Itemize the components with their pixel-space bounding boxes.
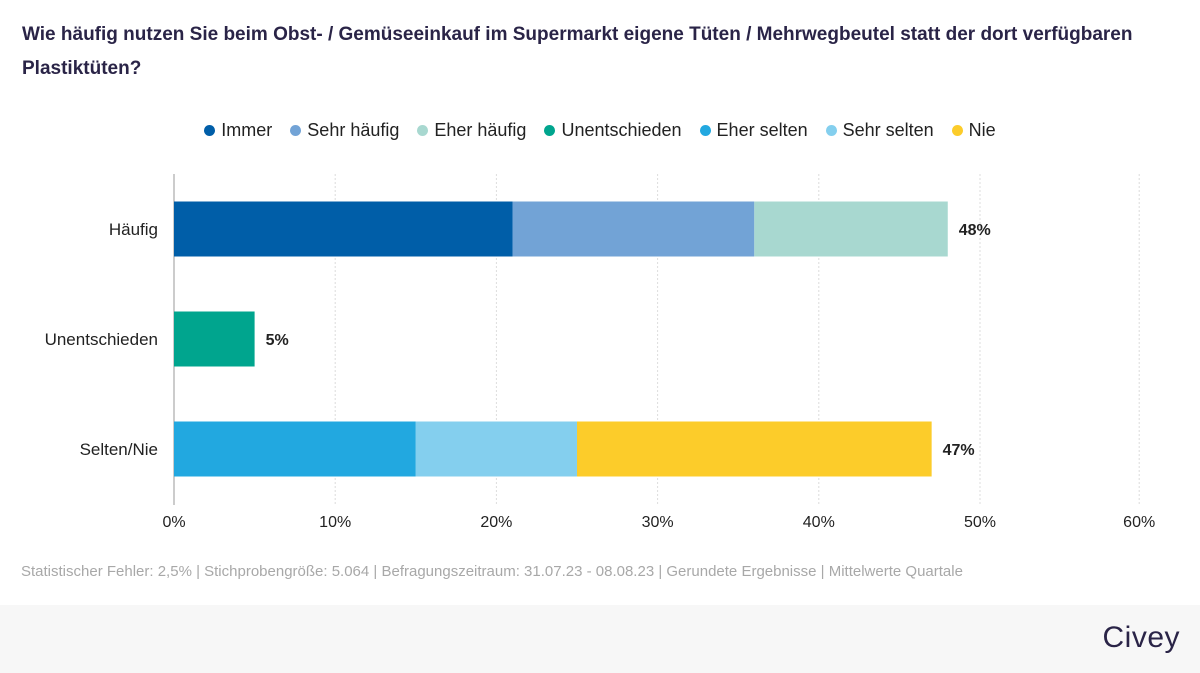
- legend-label: Immer: [221, 119, 273, 140]
- x-tick-label: 30%: [642, 514, 674, 531]
- legend-label: Eher selten: [716, 119, 808, 140]
- legend-label: Unentschieden: [561, 119, 682, 140]
- bar-segment-nie: [577, 421, 932, 477]
- legend-item-unentschieden: Unentschieden: [544, 119, 682, 141]
- bar-segment-unentschieden: [174, 311, 255, 367]
- category-label: Unentschieden: [45, 330, 158, 349]
- civey-logo: Civey: [1102, 621, 1180, 654]
- bar-segment-eher-selten: [174, 421, 416, 477]
- x-tick-label: 0%: [162, 514, 185, 531]
- bar-segment-eher-häufig: [754, 201, 948, 257]
- chart-title: Wie häufig nutzen Sie beim Obst- / Gemüs…: [22, 24, 1133, 79]
- legend-label: Sehr häufig: [307, 119, 400, 140]
- legend-item-eher-häufig: Eher häufig: [417, 119, 526, 141]
- total-label: 47%: [943, 442, 975, 459]
- category-label: Selten/Nie: [80, 440, 158, 459]
- legend-swatch: [951, 124, 963, 136]
- bar-chart: 0% 10% 20% 30% 40% 50% 60% Häufig 48% Unentschied…: [45, 174, 1155, 531]
- legend-swatch: [699, 124, 711, 136]
- x-tick-label: 40%: [803, 514, 835, 531]
- legend-swatch: [417, 124, 429, 136]
- legend-label: Nie: [968, 119, 996, 140]
- chart-legend: Immer Sehr häufig Eher häufig Unentschieden…: [0, 119, 1200, 141]
- methodology-note: Statistischer Fehler: 2,5% | Stichproben…: [21, 563, 963, 580]
- legend-swatch: [204, 124, 216, 136]
- legend-swatch: [290, 124, 302, 136]
- x-tick-label: 10%: [319, 514, 351, 531]
- legend-item-immer: Immer: [204, 119, 272, 141]
- legend-item-nie: Nie: [951, 119, 996, 141]
- legend-item-sehr-selten: Sehr selten: [825, 119, 934, 141]
- total-label: 5%: [266, 332, 289, 349]
- bar-segment-sehr-häufig: [512, 201, 755, 257]
- total-label: 48%: [959, 222, 991, 239]
- legend-swatch: [544, 124, 556, 136]
- legend-item-sehr-häufig: Sehr häufig: [290, 119, 399, 141]
- legend-item-eher-selten: Eher selten: [699, 119, 808, 141]
- x-tick-label: 50%: [964, 514, 996, 531]
- bar-segment-immer: [174, 201, 513, 257]
- footer-band: Civey: [0, 605, 1200, 673]
- bar-segment-sehr-selten: [415, 421, 577, 477]
- legend-label: Sehr selten: [842, 119, 934, 140]
- legend-label: Eher häufig: [434, 119, 527, 140]
- legend-swatch: [825, 124, 837, 136]
- category-label: Häufig: [109, 220, 158, 239]
- x-tick-label: 20%: [480, 514, 512, 531]
- x-tick-label: 60%: [1123, 514, 1155, 531]
